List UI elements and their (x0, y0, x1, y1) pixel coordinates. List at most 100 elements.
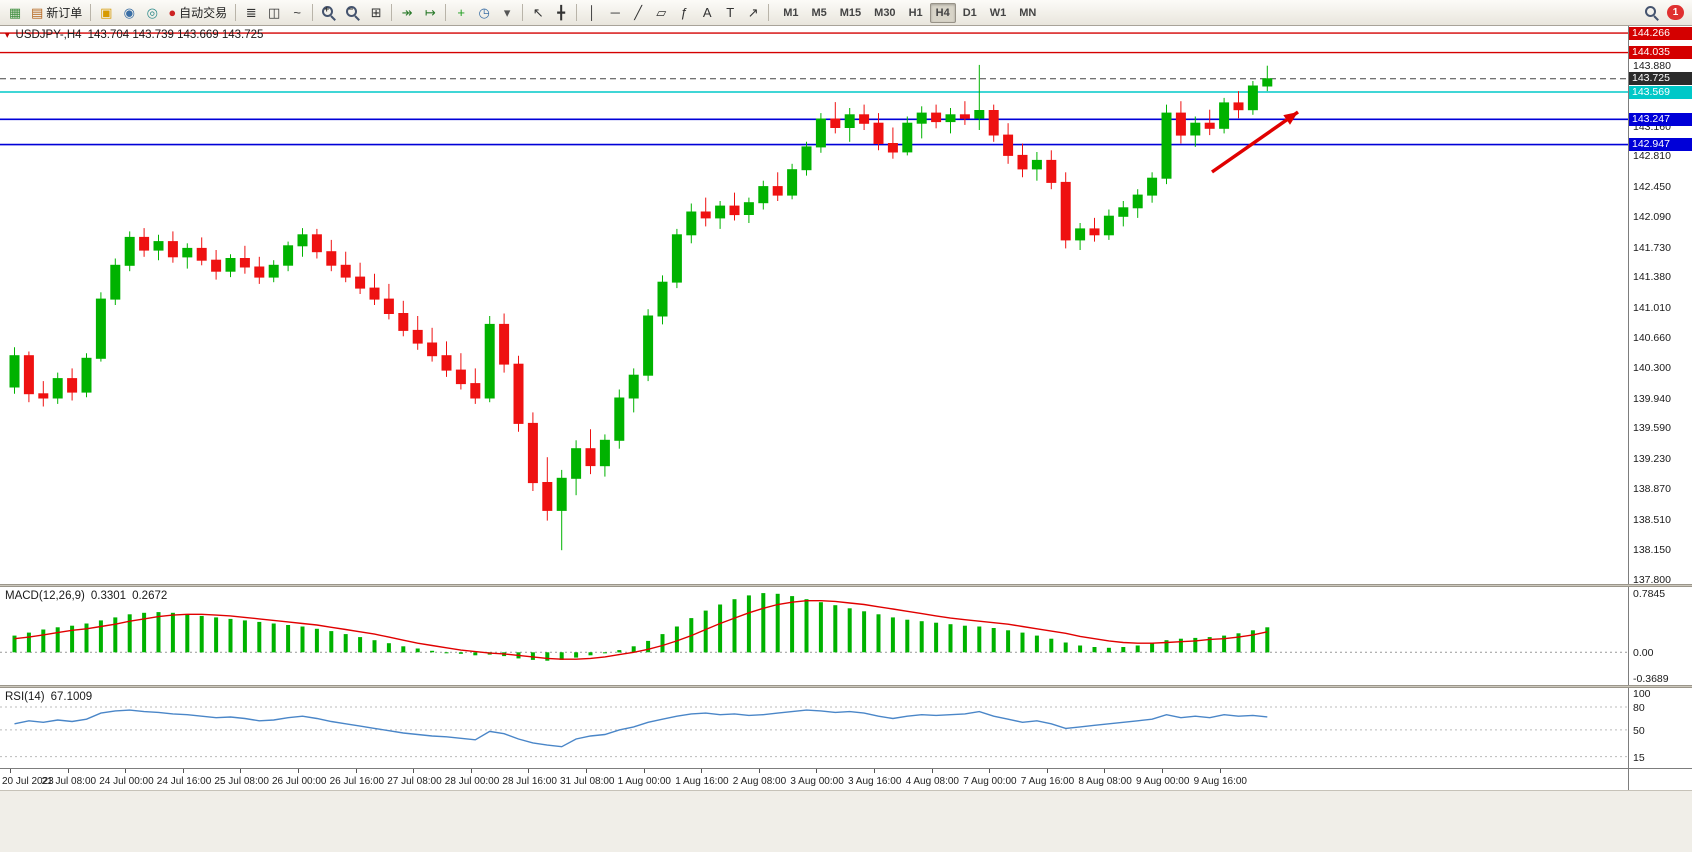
time-tick (528, 769, 530, 773)
timeframe-m1[interactable]: M1 (777, 3, 804, 23)
zoom-out-button[interactable]: − (341, 2, 364, 24)
price-plot[interactable] (0, 26, 1628, 584)
time-tick (298, 769, 299, 773)
time-tick (10, 769, 11, 773)
time-tick (1104, 769, 1106, 773)
time-tick (1162, 769, 1163, 773)
navigator-button[interactable]: ◎ (141, 2, 163, 24)
search-icon[interactable] (1644, 5, 1659, 20)
price-tick-label: 141.730 (1633, 241, 1671, 254)
channel-button[interactable]: ▱ (650, 2, 672, 24)
tile-windows-button[interactable]: ⊞ (365, 2, 387, 24)
time-tick-label: 7 Aug 00:00 (963, 776, 1017, 787)
price-tick-label: 139.590 (1633, 422, 1671, 435)
macd-main-value: 0.3301 (90, 590, 127, 602)
zoom-in-button[interactable]: + (317, 2, 340, 24)
auto-trading-label: 自动交易 (179, 6, 228, 20)
notification-badge[interactable]: 1 (1667, 5, 1684, 20)
new-order-button[interactable]: ▤ 新订单 (27, 2, 86, 24)
line-chart-button[interactable]: ~ (286, 2, 308, 24)
toolbar-separator (576, 4, 578, 21)
trendline-button[interactable]: ╱ (627, 2, 649, 24)
time-tick-label: 2 Aug 08:00 (732, 776, 787, 787)
vertical-line-button[interactable]: │ (581, 2, 603, 24)
toolbar-right: 1 (1644, 5, 1688, 20)
chart-shift-icon: ↦ (424, 5, 436, 20)
time-tick-label: 1 Aug 16:00 (675, 776, 729, 787)
time-tick (989, 769, 991, 773)
bar-chart-button[interactable]: ≣ (240, 2, 262, 24)
time-tick (470, 769, 472, 773)
toolbar-separator (445, 4, 447, 21)
price-tick-label: 139.230 (1633, 452, 1671, 465)
cursor-button[interactable]: ↖ (527, 2, 549, 24)
auto-trading-button[interactable]: ● 自动交易 (164, 2, 231, 24)
timeframe-d1[interactable]: D1 (957, 3, 983, 23)
market-watch-icon: ◉ (123, 5, 135, 20)
panel-divider[interactable] (0, 685, 1692, 688)
time-tick (931, 769, 933, 773)
time-axis[interactable]: 20 Jul 2023 21 Jul 08:00 24 Jul 00:00 24 Ju… (0, 768, 1692, 790)
time-tick-label: 27 Jul 08:00 (387, 776, 442, 787)
periods-button[interactable]: ◷ (473, 2, 495, 24)
timeframe-toolbar: M1 M5 M15 M30 H1 H4 D1 W1 MN (777, 2, 1042, 23)
time-tick-label: 7 Aug 16:00 (1020, 776, 1075, 787)
price-tag: 142.947 (1629, 138, 1692, 152)
crosshair-button[interactable]: ╋ (550, 2, 572, 24)
rsi-axis[interactable]: 100 80 50 15 (1628, 688, 1692, 768)
price-tick-label: 138.510 (1633, 513, 1671, 526)
rsi-title: RSI(14) 67.1009 (5, 691, 92, 703)
chart-window-button[interactable]: ▦ (4, 2, 26, 24)
rsi-plot[interactable] (0, 688, 1628, 768)
fibonacci-button[interactable]: ƒ (673, 2, 695, 24)
rsi-tick-label: 80 (1633, 702, 1645, 715)
timeframe-m15[interactable]: M15 (834, 3, 867, 23)
panel-divider[interactable] (0, 584, 1692, 587)
timeframe-mn[interactable]: MN (1013, 3, 1042, 23)
timeframe-m5[interactable]: M5 (805, 3, 832, 23)
time-tick-label: 21 Jul 08:00 (41, 776, 97, 787)
arrows-icon: ↗ (747, 5, 759, 20)
time-tick-label: 3 Aug 00:00 (790, 776, 844, 787)
templates-icon: ▾ (503, 5, 511, 20)
time-tick (125, 769, 127, 773)
zoom-out-icon: − (345, 4, 360, 20)
profiles-button[interactable]: ▣ (95, 2, 117, 24)
price-tag: 144.035 (1629, 46, 1692, 60)
price-tick-label: 143.880 (1633, 59, 1671, 72)
toolbar-separator (312, 4, 314, 21)
price-axis[interactable]: 143.880143.520143.160142.810142.450142.0… (1628, 26, 1692, 584)
horizontal-line-icon: ─ (610, 5, 620, 20)
price-tick-label: 142.090 (1633, 211, 1671, 224)
timeframe-h4[interactable]: H4 (929, 2, 956, 23)
horizontal-line-button[interactable]: ─ (604, 2, 626, 24)
trendline-icon: ╱ (634, 5, 643, 20)
auto-scroll-button[interactable]: ↠ (396, 2, 418, 24)
timeframe-m30[interactable]: M30 (868, 3, 901, 23)
rsi-panel: RSI(14) 67.1009 100 80 50 15 (0, 688, 1692, 768)
timeframe-w1[interactable]: W1 (984, 3, 1013, 23)
price-tick-label: 140.660 (1633, 331, 1671, 344)
text-button[interactable]: A (696, 2, 718, 24)
label-icon: T (726, 5, 735, 20)
market-watch-button[interactable]: ◉ (118, 2, 140, 24)
vertical-line-icon: │ (588, 5, 597, 20)
candlestick-chart-button[interactable]: ◫ (263, 2, 285, 24)
indicators-button[interactable]: + (450, 2, 472, 24)
price-tick-label: 138.150 (1633, 544, 1671, 557)
macd-signal-value: 0.2672 (132, 590, 168, 602)
macd-plot[interactable] (0, 587, 1628, 685)
macd-tick-label: 0.7845 (1633, 587, 1666, 600)
axis-corner (1628, 769, 1692, 790)
price-tick-label: 137.800 (1633, 573, 1671, 584)
time-tick (701, 769, 703, 773)
macd-axis[interactable]: 0.7845 0.00 -0.3689 (1628, 587, 1692, 685)
tile-windows-icon: ⊞ (370, 5, 382, 20)
label-button[interactable]: T (719, 2, 741, 24)
timeframe-h1[interactable]: H1 (903, 3, 929, 23)
crosshair-icon: ╋ (557, 5, 566, 20)
templates-button[interactable]: ▾ (496, 2, 518, 24)
chart-shift-button[interactable]: ↦ (419, 2, 441, 24)
arrows-button[interactable]: ↗ (742, 2, 764, 24)
symbol-text: USDJPY-,H4 (15, 29, 82, 41)
